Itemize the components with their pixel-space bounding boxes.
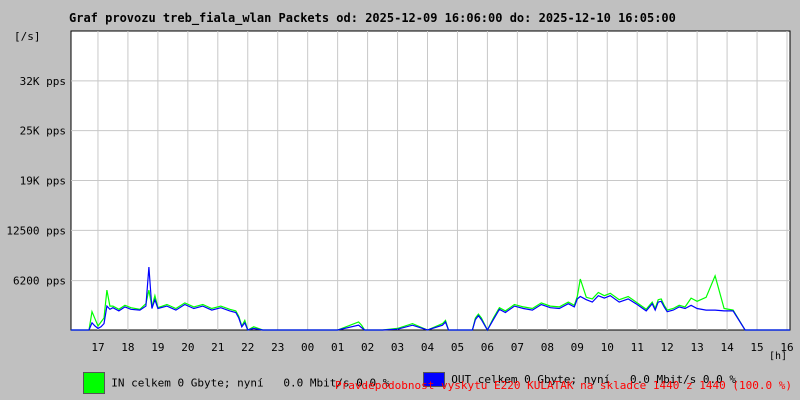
x-tick-label: 17 xyxy=(91,341,104,354)
chart-title: Graf provozu treb_fiala_wlan Packets od:… xyxy=(69,11,676,25)
legend-in: IN celkem 0 Gbyte; nyní 0.0 Mbit/s 0.0 % xyxy=(70,359,389,394)
legend-out-text: OUT celkem 0 Gbyte; nyní 0.0 Mbit/s 0.0 … xyxy=(451,373,737,386)
x-tick-label: 07 xyxy=(511,341,524,354)
x-tick-label: 20 xyxy=(181,341,194,354)
legend-in-swatch xyxy=(83,372,106,394)
y-tick-label: 25K pps xyxy=(20,125,66,138)
x-tick-label: 16 xyxy=(780,341,793,354)
x-axis-unit: [h] xyxy=(769,351,788,362)
x-tick-label: 09 xyxy=(571,341,584,354)
x-tick-label: 02 xyxy=(361,341,374,354)
x-tick-label: 00 xyxy=(301,341,314,354)
y-tick-label: 6200 pps xyxy=(13,275,66,288)
x-tick-label: 19 xyxy=(151,341,164,354)
x-tick-label: 12 xyxy=(661,341,674,354)
x-tick-label: 13 xyxy=(691,341,704,354)
grid xyxy=(71,31,790,330)
x-tick-label: 23 xyxy=(271,341,284,354)
x-tick-label: 10 xyxy=(601,341,614,354)
y-tick-label: 12500 pps xyxy=(6,224,66,237)
legend-out: OUT celkem 0 Gbyte; nyní 0.0 Mbit/s 0.0 … xyxy=(410,359,736,387)
x-tick-label: 04 xyxy=(421,341,435,354)
y-tick-labels: 6200 pps 12500 pps 19K pps 25K pps 32K pps xyxy=(6,75,66,288)
x-tick-label: 06 xyxy=(481,341,494,354)
x-tick-label: 08 xyxy=(541,341,554,354)
x-tick-label: 03 xyxy=(391,341,404,354)
x-tick-labels: 17 18 19 20 21 22 23 00 01 02 03 04 05 06 07 08 09 10 11 12… xyxy=(91,341,793,354)
legend-in-text: IN celkem 0 Gbyte; nyní 0.0 Mbit/s 0.0 % xyxy=(111,376,390,390)
footer-note: Pravdepodobnost vyskytu E220 KULATAK na … xyxy=(335,379,792,392)
x-tick-label: 11 xyxy=(631,341,644,354)
x-tick-label: 18 xyxy=(121,341,134,354)
x-tick-label: 22 xyxy=(241,341,254,354)
y-axis-unit: [/s] xyxy=(14,30,41,43)
series-line-out xyxy=(71,266,790,332)
x-tick-label: 01 xyxy=(331,341,344,354)
x-tick-label: 21 xyxy=(211,341,224,354)
x-tick-label: 14 xyxy=(720,341,734,354)
x-tick-label: 05 xyxy=(451,341,464,354)
y-tick-label: 19K pps xyxy=(20,175,66,188)
series-lines xyxy=(71,266,790,332)
y-tick-label: 32K pps xyxy=(20,75,66,88)
legend-out-swatch xyxy=(423,372,446,387)
x-tick-label: 15 xyxy=(750,341,763,354)
